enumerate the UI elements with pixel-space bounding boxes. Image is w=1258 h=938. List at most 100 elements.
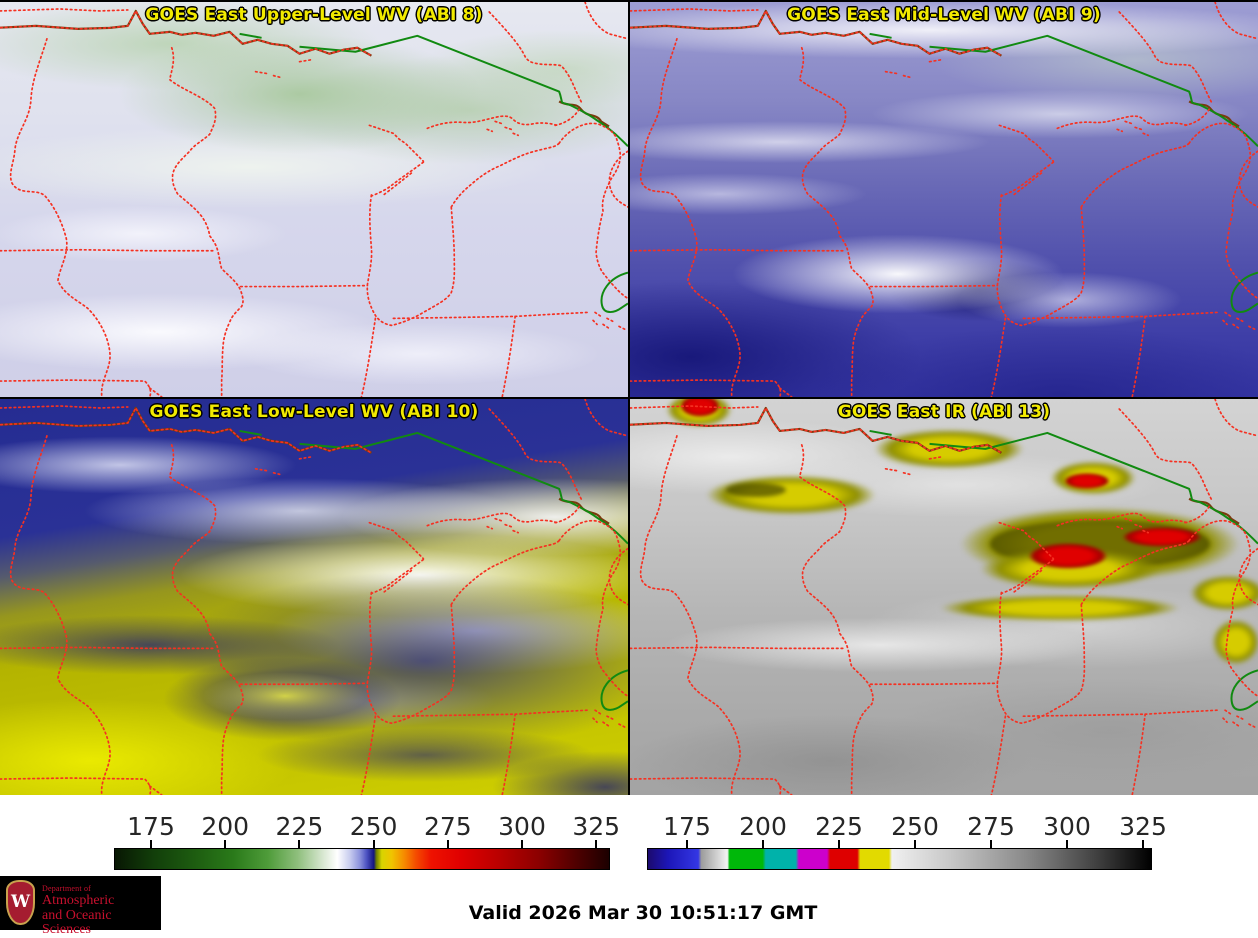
panel-ir: GOES East IR (ABI 13) [630, 399, 1258, 795]
decoration [514, 709, 588, 716]
decoration [990, 715, 1007, 795]
uw-crest-icon: W [6, 880, 35, 925]
decoration [9, 37, 111, 397]
decoration [0, 8, 129, 12]
wv-colorbar-tick [150, 840, 152, 848]
panel-title-abi10: GOES East Low-Level WV (ABI 10) [149, 402, 479, 422]
decoration [600, 669, 628, 711]
decoration [1022, 713, 1147, 718]
logo-name-line1: Atmospheric [42, 893, 115, 908]
decoration [630, 8, 759, 12]
ir-colorbar-tick-label: 175 [663, 812, 711, 841]
decoration [0, 9, 373, 57]
decoration [869, 284, 999, 288]
decoration [299, 431, 628, 545]
map-overlay [0, 2, 628, 397]
decoration [1056, 115, 1188, 130]
decoration [869, 32, 892, 39]
decoration [360, 317, 377, 397]
decoration [392, 713, 517, 718]
panel-mid-level-wv: GOES East Mid-Level WV (ABI 9) [630, 2, 1258, 397]
decoration [1188, 519, 1258, 698]
decoration [1144, 709, 1218, 716]
decoration [382, 172, 413, 196]
logo-dept-line: Department of [42, 884, 92, 893]
ir-colorbar-tick-label: 325 [1119, 812, 1167, 841]
decoration [998, 124, 1055, 163]
decoration [639, 37, 741, 397]
decoration [501, 315, 517, 397]
decoration [630, 399, 1258, 795]
decoration [1116, 517, 1150, 534]
decoration [239, 32, 262, 39]
decoration [584, 2, 628, 40]
decoration [1012, 172, 1043, 196]
wv-colorbar-tick-label: 275 [423, 812, 472, 841]
decoration [869, 32, 1258, 314]
decoration [630, 248, 847, 252]
decoration [0, 2, 628, 397]
decoration [1230, 271, 1258, 314]
decoration [996, 194, 1086, 327]
decoration [168, 46, 244, 397]
decoration [1144, 311, 1218, 318]
decoration [884, 58, 943, 79]
decoration [239, 32, 628, 314]
decoration [1131, 713, 1147, 795]
panel-title-abi13: GOES East IR (ABI 13) [837, 402, 1051, 422]
decoration [299, 34, 628, 147]
decoration [1238, 547, 1258, 606]
wv-colorbar-tick [446, 840, 449, 848]
wv-colorbar-bar [114, 848, 610, 870]
decoration [514, 311, 588, 318]
bottom-strip: 175 200 225 250 275 300 325 175 200 225 250 275 300… [0, 795, 1258, 937]
decoration [368, 521, 425, 560]
decoration [0, 248, 217, 252]
decoration [254, 456, 313, 476]
decoration [450, 539, 560, 606]
decoration [450, 142, 560, 208]
decoration [1012, 569, 1043, 594]
ir-colorbar-tick-label: 300 [1043, 812, 1091, 841]
decoration [869, 429, 892, 436]
ir-colorbar-tick [914, 840, 916, 848]
decoration [1080, 539, 1190, 606]
decoration [940, 595, 1180, 621]
wv-colorbar-tick [372, 840, 375, 848]
logo-text: Department of Atmospheric and Oceanic Sc… [42, 884, 161, 938]
decoration [239, 429, 262, 436]
decoration [368, 124, 425, 163]
ir-colorbar-tick [990, 840, 992, 848]
decoration [168, 444, 244, 795]
decoration [366, 591, 456, 725]
wv-colorbar-tick [298, 840, 301, 848]
decoration [1131, 315, 1147, 397]
decoration [426, 512, 558, 527]
decoration [366, 194, 456, 327]
decoration [1118, 408, 1213, 502]
decoration [0, 399, 628, 795]
panel-title-abi8: GOES East Upper-Level WV (ABI 8) [145, 5, 483, 25]
ir-colorbar-tick [686, 840, 688, 848]
panel-low-level-wv: GOES East Low-Level WV (ABI 10) [0, 399, 628, 795]
map-overlay [630, 399, 1258, 795]
decoration [370, 161, 425, 197]
ir-colorbar-tick [1142, 840, 1144, 848]
decoration [382, 569, 413, 594]
decoration [1000, 558, 1055, 595]
wv-colorbar-tick-label: 225 [275, 812, 324, 841]
decoration [1080, 142, 1190, 208]
decoration [990, 317, 1007, 397]
decoration [0, 777, 163, 795]
decoration [1118, 11, 1213, 105]
decoration [1116, 120, 1150, 137]
decoration [726, 483, 786, 497]
crest-letter: W [10, 892, 31, 912]
decoration [608, 547, 628, 606]
wv-colorbar-tick [595, 840, 598, 848]
decoration [929, 34, 1258, 147]
decoration [1064, 473, 1110, 489]
wv-colorbar-tick-label: 300 [498, 812, 546, 841]
decoration [996, 591, 1086, 725]
decoration [239, 429, 628, 711]
